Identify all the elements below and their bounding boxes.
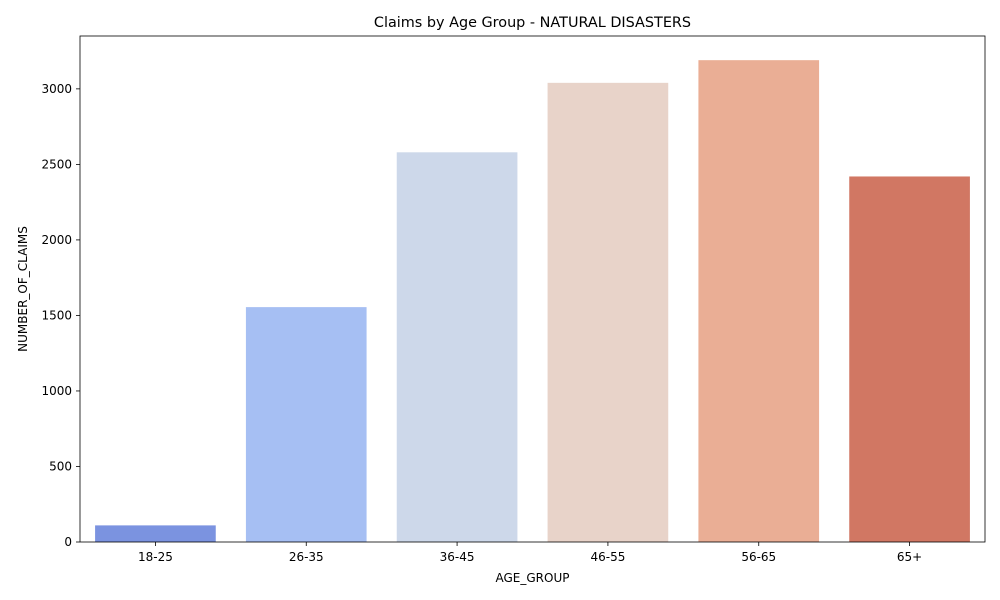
- x-tick-label: 56-65: [741, 550, 776, 564]
- x-tick-label: 26-35: [289, 550, 324, 564]
- bar-26-35: [245, 307, 367, 542]
- bar-36-45: [396, 152, 518, 542]
- bars-group: [95, 60, 970, 542]
- x-axis-title: AGE_GROUP: [496, 571, 570, 585]
- bar-18-25: [95, 525, 216, 542]
- x-tick-label: 65+: [897, 550, 922, 564]
- x-tick-label: 18-25: [138, 550, 173, 564]
- x-ticks-group: 18-25 26-35 36-45 46-55 56-65 65+: [138, 542, 922, 564]
- bar-65+: [849, 176, 970, 542]
- y-axis-title: NUMBER_OF_CLAIMS: [16, 226, 30, 352]
- x-tick-label: 36-45: [440, 550, 475, 564]
- y-tick-label: 1500: [41, 308, 72, 322]
- y-tick-label: 1000: [41, 384, 72, 398]
- y-tick-label: 3000: [41, 82, 72, 96]
- plot-frame: [79, 35, 986, 543]
- x-tick-label: 46-55: [590, 550, 625, 564]
- y-tick-label: 500: [49, 459, 72, 473]
- y-tick-label: 2500: [41, 157, 72, 171]
- y-tick-label: 0: [64, 535, 72, 549]
- bar-46-55: [547, 82, 669, 542]
- y-ticks-group: 0 500 1000 1500 2000 2500 3000: [41, 82, 80, 549]
- bar-56-65: [698, 60, 820, 542]
- chart-title: Claims by Age Group - NATURAL DISASTERS: [374, 15, 691, 31]
- y-tick-label: 2000: [41, 233, 72, 247]
